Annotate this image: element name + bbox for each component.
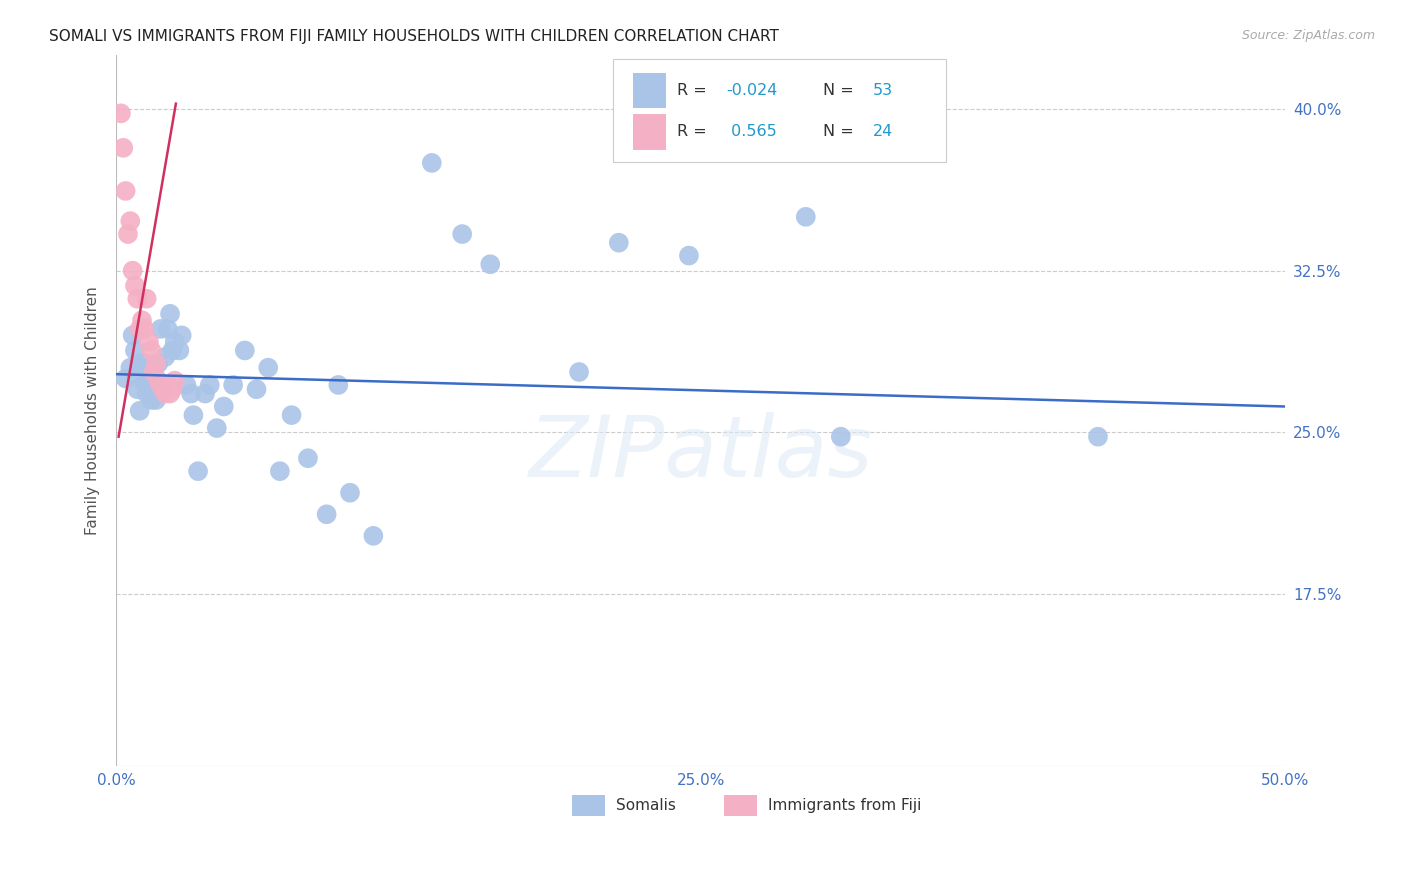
- Point: [212, 400, 235, 414]
- Point: [159, 307, 181, 321]
- Point: [135, 386, 157, 401]
- Point: [794, 210, 817, 224]
- Point: [142, 365, 165, 379]
- Point: [222, 378, 245, 392]
- Point: [198, 378, 221, 392]
- Point: [315, 508, 337, 522]
- Point: [148, 374, 170, 388]
- Text: R =: R =: [678, 83, 711, 98]
- Point: [131, 365, 153, 379]
- Text: ZIPatlas: ZIPatlas: [529, 412, 873, 495]
- Point: [678, 249, 700, 263]
- Point: [131, 313, 153, 327]
- Text: 0.565: 0.565: [727, 125, 778, 139]
- Point: [479, 257, 502, 271]
- Point: [1087, 430, 1109, 444]
- FancyBboxPatch shape: [633, 73, 665, 108]
- Point: [135, 292, 157, 306]
- Point: [568, 365, 591, 379]
- Point: [162, 343, 184, 358]
- Text: Immigrants from Fiji: Immigrants from Fiji: [769, 798, 922, 814]
- Point: [128, 404, 150, 418]
- Point: [420, 156, 443, 170]
- Point: [110, 106, 132, 120]
- Point: [138, 371, 160, 385]
- Point: [121, 263, 143, 277]
- Point: [120, 214, 142, 228]
- Point: [159, 386, 181, 401]
- Point: [149, 322, 172, 336]
- Point: [117, 227, 139, 241]
- Point: [339, 485, 361, 500]
- Point: [138, 334, 160, 349]
- FancyBboxPatch shape: [633, 114, 665, 150]
- Point: [145, 356, 167, 370]
- Point: [194, 386, 217, 401]
- Point: [176, 378, 198, 392]
- Point: [363, 529, 385, 543]
- FancyBboxPatch shape: [724, 795, 756, 816]
- Point: [205, 421, 228, 435]
- Point: [127, 292, 149, 306]
- Point: [162, 382, 184, 396]
- Text: SOMALI VS IMMIGRANTS FROM FIJI FAMILY HOUSEHOLDS WITH CHILDREN CORRELATION CHART: SOMALI VS IMMIGRANTS FROM FIJI FAMILY HO…: [49, 29, 779, 44]
- Text: N =: N =: [824, 125, 859, 139]
- Point: [163, 334, 186, 349]
- Point: [114, 371, 136, 385]
- Point: [149, 378, 172, 392]
- Text: -0.024: -0.024: [727, 83, 778, 98]
- Text: N =: N =: [824, 83, 859, 98]
- Point: [141, 392, 163, 407]
- Point: [180, 386, 202, 401]
- Text: Somalis: Somalis: [616, 798, 676, 814]
- Point: [142, 365, 165, 379]
- FancyBboxPatch shape: [613, 59, 946, 161]
- Point: [134, 376, 156, 390]
- Y-axis label: Family Households with Children: Family Households with Children: [86, 286, 100, 535]
- Point: [127, 382, 149, 396]
- Point: [257, 360, 280, 375]
- Point: [451, 227, 474, 241]
- Text: Source: ZipAtlas.com: Source: ZipAtlas.com: [1241, 29, 1375, 42]
- Point: [155, 386, 177, 401]
- Text: R =: R =: [678, 125, 711, 139]
- Point: [134, 322, 156, 336]
- Point: [830, 430, 852, 444]
- Point: [145, 392, 167, 407]
- Point: [187, 464, 209, 478]
- Point: [120, 360, 142, 375]
- Point: [280, 408, 302, 422]
- Point: [124, 343, 146, 358]
- Point: [134, 356, 156, 370]
- Point: [112, 141, 135, 155]
- Point: [245, 382, 267, 396]
- Text: 53: 53: [872, 83, 893, 98]
- Point: [121, 328, 143, 343]
- Point: [183, 408, 205, 422]
- Point: [170, 328, 193, 343]
- Point: [124, 278, 146, 293]
- Point: [156, 378, 179, 392]
- Point: [152, 382, 174, 396]
- FancyBboxPatch shape: [572, 795, 605, 816]
- Point: [297, 451, 319, 466]
- Point: [155, 350, 177, 364]
- Point: [128, 322, 150, 336]
- Point: [607, 235, 630, 250]
- Point: [128, 356, 150, 370]
- Point: [141, 343, 163, 358]
- Point: [233, 343, 256, 358]
- Text: 24: 24: [872, 125, 893, 139]
- Point: [163, 374, 186, 388]
- Point: [169, 343, 191, 358]
- Point: [269, 464, 291, 478]
- Point: [156, 322, 179, 336]
- Point: [148, 356, 170, 370]
- Point: [114, 184, 136, 198]
- Point: [328, 378, 350, 392]
- Point: [152, 382, 174, 396]
